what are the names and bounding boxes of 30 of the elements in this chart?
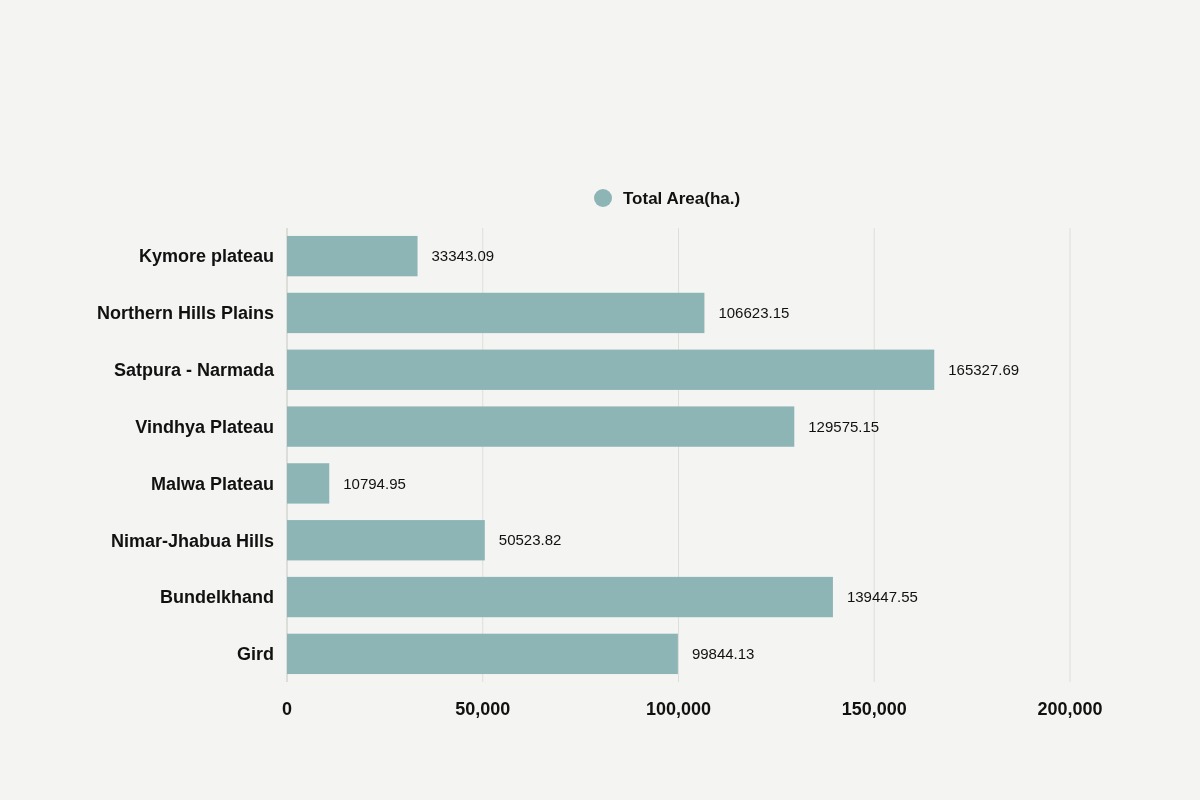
y-tick-label: Kymore plateau: [138, 246, 274, 267]
bar: [287, 235, 418, 277]
bar: [287, 292, 705, 334]
data-label: 33343.09: [431, 247, 495, 265]
data-label: 165327.69: [948, 361, 1020, 379]
bar: [287, 349, 935, 390]
bar: [287, 406, 795, 447]
x-tick-label: 150,000: [841, 699, 907, 719]
bar: [287, 463, 330, 504]
y-tick-label: Bundelkhand: [159, 587, 274, 608]
data-label: 10794.95: [343, 474, 406, 492]
x-tick-label: 50,000: [455, 699, 511, 719]
data-label: 106623.15: [718, 304, 790, 322]
bar: [287, 633, 678, 675]
y-tick-label: Malwa Plateau: [150, 473, 274, 494]
bar: [287, 576, 833, 618]
x-tick-label: 100,000: [645, 699, 712, 719]
y-tick-label: Satpura - Narmada: [113, 360, 275, 381]
data-label: 139447.55: [846, 588, 918, 606]
x-tick-label: 0: [281, 699, 293, 719]
data-label: 129575.15: [808, 417, 880, 435]
y-tick-label: Gird: [236, 644, 274, 665]
legend-label: Total Area(ha.): [623, 188, 741, 208]
data-label: 99844.13: [691, 645, 755, 663]
bar: [287, 520, 485, 561]
data-label: 50523.82: [498, 531, 562, 549]
y-tick-label: Northern Hills Plains: [96, 303, 274, 324]
y-tick-label: Vindhya Plateau: [135, 416, 274, 437]
x-tick-label: 200,000: [1037, 699, 1103, 719]
y-tick-label: Nimar-Jhabua Hills: [110, 530, 274, 551]
